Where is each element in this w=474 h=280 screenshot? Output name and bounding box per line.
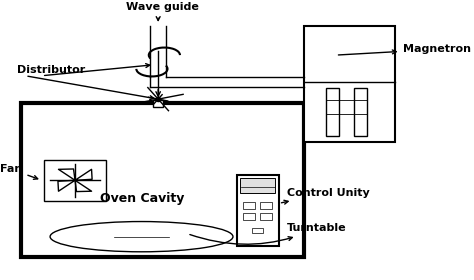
Text: Fan: Fan bbox=[0, 164, 38, 179]
Bar bbox=[21, 103, 304, 257]
Text: Magnetron: Magnetron bbox=[338, 44, 471, 55]
Text: Turntable: Turntable bbox=[190, 223, 346, 244]
Bar bbox=[354, 88, 367, 136]
Bar bbox=[243, 213, 255, 220]
Bar bbox=[327, 88, 339, 136]
Text: Distributor: Distributor bbox=[17, 65, 85, 75]
Bar bbox=[243, 202, 255, 209]
Text: Wave guide: Wave guide bbox=[126, 3, 199, 13]
Bar bbox=[240, 178, 275, 193]
Ellipse shape bbox=[50, 221, 233, 252]
Bar bbox=[252, 228, 263, 234]
Bar bbox=[237, 175, 279, 246]
Text: Oven Cavity: Oven Cavity bbox=[100, 192, 185, 205]
Bar bbox=[260, 202, 272, 209]
Bar bbox=[260, 213, 272, 220]
Bar bbox=[304, 26, 395, 142]
Bar bbox=[153, 100, 164, 107]
Bar bbox=[44, 160, 106, 201]
Text: Control Unity: Control Unity bbox=[282, 188, 370, 204]
